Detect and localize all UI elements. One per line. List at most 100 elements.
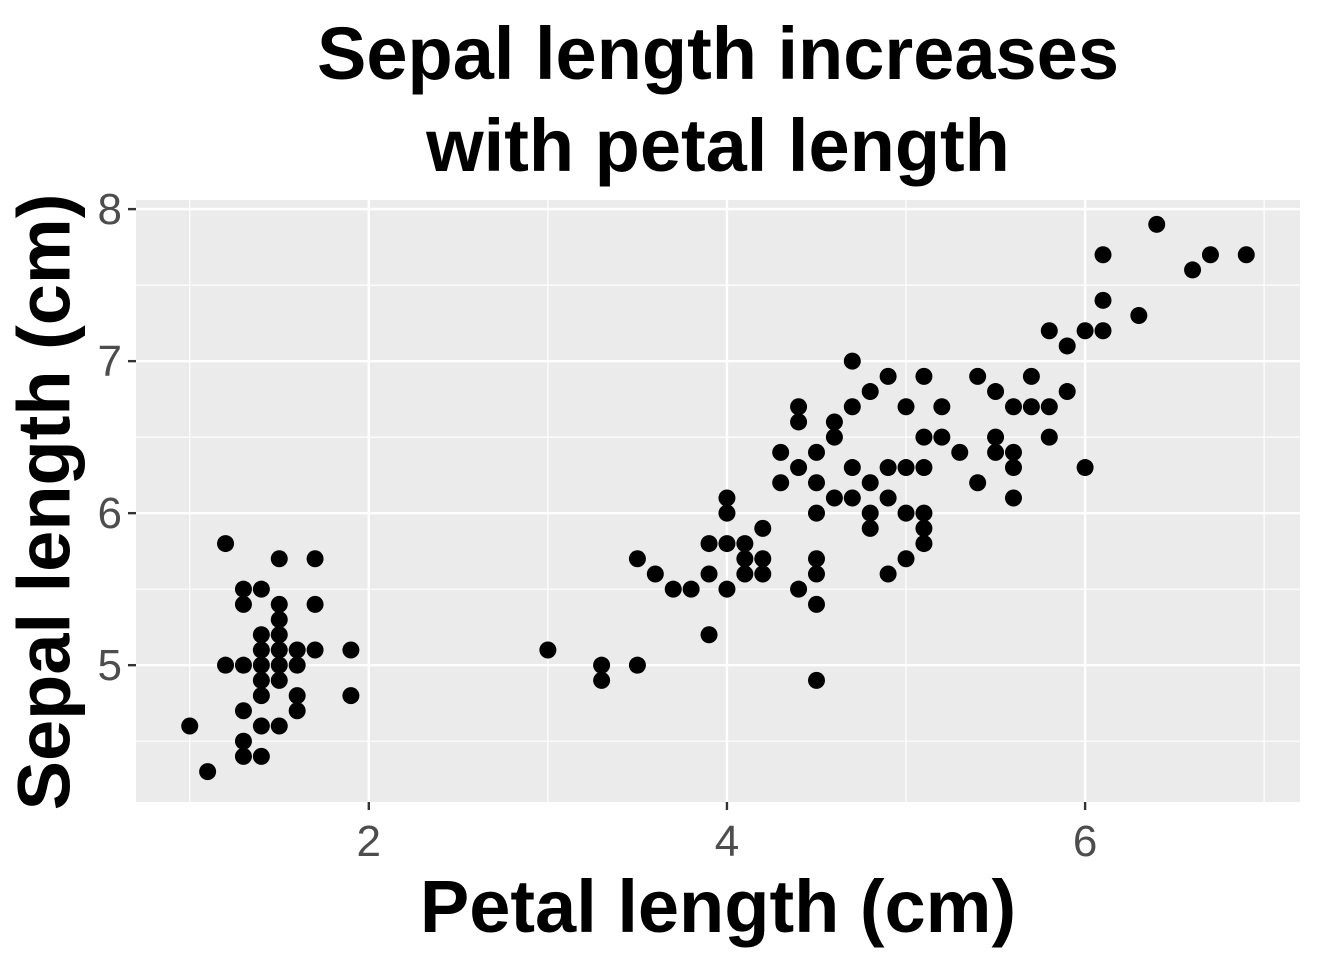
data-point — [700, 565, 718, 583]
chart-title: Sepal length increases with petal length — [316, 12, 1119, 187]
data-point — [700, 535, 718, 553]
data-point — [646, 565, 664, 583]
data-point — [270, 656, 288, 674]
data-point — [270, 671, 288, 689]
data-point — [252, 656, 270, 674]
data-point — [342, 641, 360, 659]
data-point — [306, 641, 324, 659]
data-point — [736, 535, 754, 553]
data-point — [1076, 322, 1094, 340]
data-point — [1040, 322, 1058, 340]
data-point — [915, 367, 933, 385]
data-point — [718, 535, 736, 553]
data-point — [252, 687, 270, 705]
data-point — [306, 550, 324, 568]
data-point — [252, 641, 270, 659]
plot-panel — [136, 200, 1300, 802]
data-point — [790, 398, 808, 416]
data-point — [807, 565, 825, 583]
data-point — [879, 459, 897, 477]
data-point — [288, 656, 306, 674]
x-axis-label: Petal length (cm) — [419, 865, 1017, 948]
data-point — [861, 504, 879, 522]
data-point — [915, 428, 933, 446]
data-point — [539, 641, 557, 659]
data-point — [879, 489, 897, 507]
axis-ticks — [128, 207, 1087, 810]
data-point — [628, 550, 646, 568]
data-point — [754, 550, 772, 568]
data-point — [969, 474, 987, 492]
data-points — [181, 215, 1255, 781]
data-point — [1094, 291, 1112, 309]
data-point — [1184, 261, 1202, 279]
y-tick-label: 5 — [98, 641, 122, 690]
data-point — [915, 459, 933, 477]
data-point — [915, 535, 933, 553]
data-point — [825, 413, 843, 431]
data-point — [825, 489, 843, 507]
data-point — [252, 580, 270, 598]
data-point — [807, 443, 825, 461]
data-point — [807, 550, 825, 568]
data-point — [718, 489, 736, 507]
data-point — [593, 656, 611, 674]
data-point — [807, 595, 825, 613]
data-point — [270, 611, 288, 629]
data-point — [933, 398, 951, 416]
data-point — [861, 519, 879, 537]
data-point — [234, 747, 252, 765]
data-point — [682, 580, 700, 598]
data-point — [1004, 489, 1022, 507]
data-point — [1058, 383, 1076, 401]
data-point — [843, 459, 861, 477]
data-point — [897, 504, 915, 522]
y-tick-label: 8 — [98, 185, 122, 234]
data-point — [1040, 428, 1058, 446]
data-point — [1004, 443, 1022, 461]
data-point — [700, 626, 718, 644]
x-tick-label: 6 — [1073, 817, 1097, 866]
data-point — [843, 352, 861, 370]
y-tick-label: 6 — [98, 489, 122, 538]
data-point — [807, 504, 825, 522]
data-point — [987, 428, 1005, 446]
data-point — [1094, 246, 1112, 264]
data-point — [861, 383, 879, 401]
data-point — [270, 717, 288, 735]
data-point — [897, 550, 915, 568]
data-point — [1237, 246, 1255, 264]
data-point — [718, 504, 736, 522]
data-point — [1076, 459, 1094, 477]
data-point — [987, 443, 1005, 461]
data-point — [1148, 215, 1166, 233]
data-point — [217, 535, 235, 553]
data-point — [628, 656, 646, 674]
data-point — [252, 747, 270, 765]
data-point — [879, 367, 897, 385]
axis-tick-labels: 2 4 6 5 6 7 8 — [98, 185, 1098, 866]
data-point — [234, 702, 252, 720]
data-point — [1040, 398, 1058, 416]
x-tick-label: 4 — [715, 817, 739, 866]
data-point — [933, 428, 951, 446]
data-point — [234, 580, 252, 598]
data-point — [897, 398, 915, 416]
data-point — [252, 671, 270, 689]
data-point — [288, 702, 306, 720]
data-point — [790, 580, 808, 598]
minor-gridlines — [136, 200, 1300, 802]
data-point — [790, 413, 808, 431]
data-point — [843, 489, 861, 507]
data-point — [951, 443, 969, 461]
data-point — [772, 474, 790, 492]
data-point — [181, 717, 199, 735]
y-tick-label: 7 — [98, 337, 122, 386]
data-point — [270, 641, 288, 659]
data-point — [1004, 398, 1022, 416]
data-point — [861, 474, 879, 492]
data-point — [288, 641, 306, 659]
data-point — [825, 428, 843, 446]
data-point — [252, 626, 270, 644]
